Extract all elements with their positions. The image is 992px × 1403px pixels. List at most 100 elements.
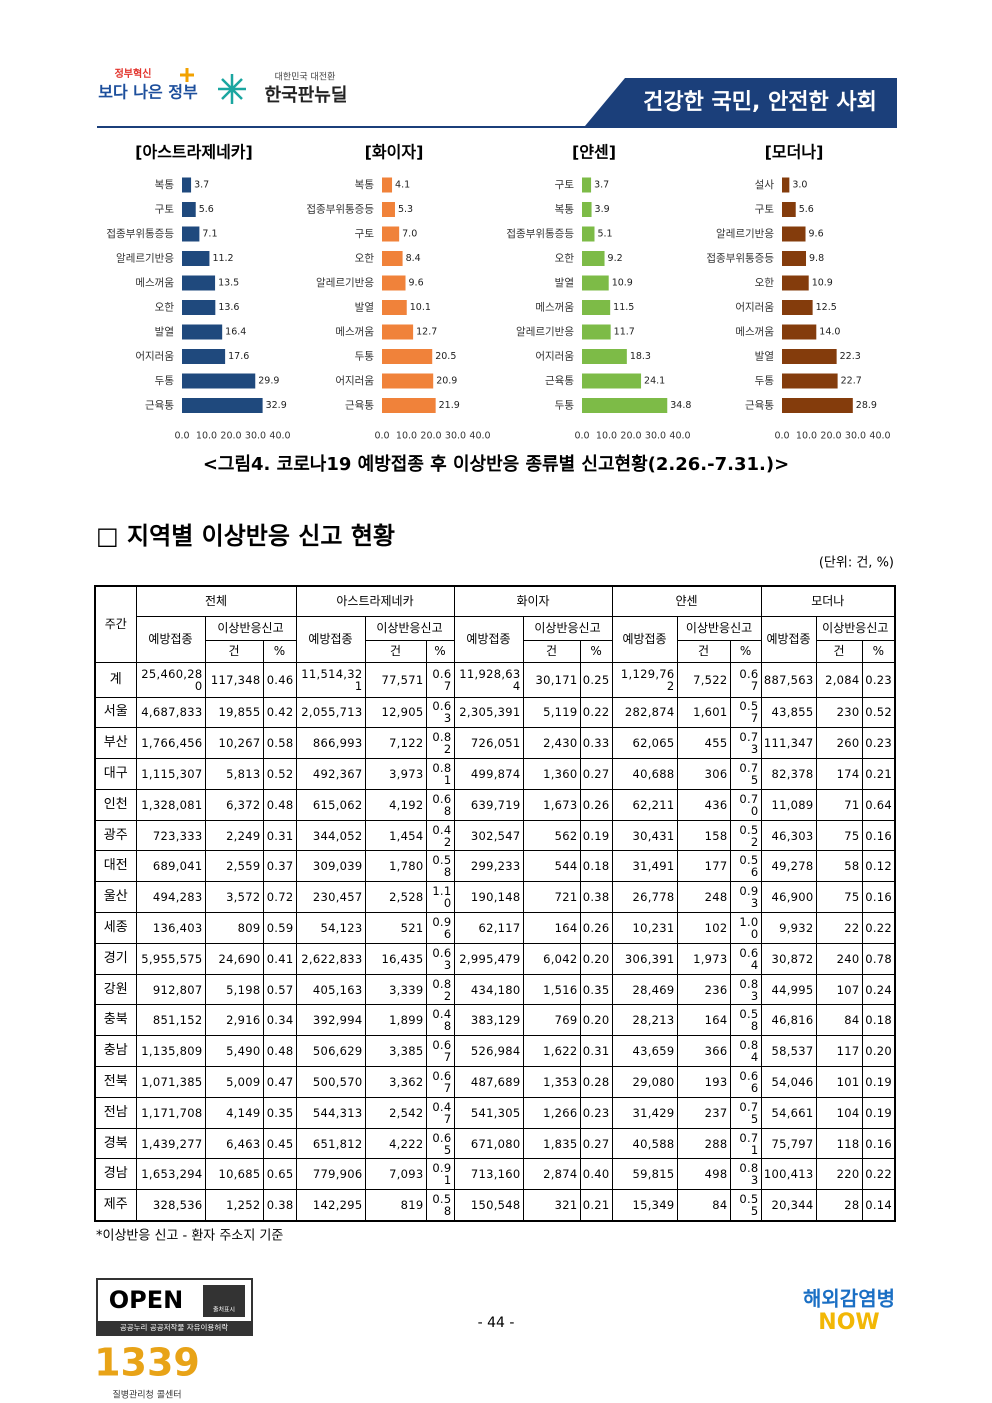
cell: 562 (522, 819, 581, 852)
cell: 0.27 (579, 758, 613, 790)
x-tick-label: 0.0 (174, 431, 189, 442)
bar (182, 300, 216, 315)
bar (582, 324, 611, 340)
cell: 0.16 (861, 881, 896, 914)
cell: 0.48 (262, 788, 297, 821)
cell: 0.63 (425, 942, 455, 975)
cell: 11,514,321 (295, 661, 366, 698)
cell: 0.47 (262, 1066, 297, 1098)
value-label: 20.5 (435, 351, 456, 362)
cell: 3,572 (204, 881, 264, 914)
bar (782, 202, 796, 217)
sub-header: 이상반응신고 (815, 615, 896, 641)
open-logo-band (97, 1321, 252, 1335)
row-header: 울산 (94, 881, 137, 914)
table-row: 서울 4,687,833 19,855 0.42 2,055,713 12,905 0.63… (94, 696, 896, 729)
cell: 71 (815, 788, 863, 821)
row-header: 대구 (94, 758, 137, 790)
bar (382, 398, 436, 413)
cell: 230,457 (295, 881, 366, 914)
cell: 0.52 (729, 819, 762, 852)
cell: 302,547 (453, 819, 524, 852)
bar (782, 349, 837, 364)
cell: 779,906 (295, 1158, 366, 1191)
bar (582, 300, 611, 315)
cell: 0.70 (729, 788, 762, 821)
table-row: 제주 328,536 1,252 0.38 142,295 819 0.58 150,548 3… (94, 1189, 896, 1222)
table-row: 부산 1,766,456 10,267 0.58 866,993 7,122 0.82 726… (94, 727, 896, 760)
category-label: 오한 (155, 302, 175, 314)
cell: 366 (676, 1035, 731, 1068)
cell: 1,360 (522, 758, 581, 790)
cell: 117 (815, 1035, 863, 1068)
cell: 0.18 (579, 850, 613, 883)
row-header: 경남 (94, 1158, 137, 1191)
sub-sub-header: % (579, 639, 613, 663)
value-label: 18.3 (630, 351, 651, 362)
cell: 10,231 (611, 912, 678, 944)
unit: (단위: 건, %) (819, 556, 894, 571)
cell: 0.63 (425, 696, 455, 729)
cell: 0.18 (861, 1004, 896, 1037)
value-label: 5.3 (398, 204, 413, 215)
cell: 0.23 (861, 661, 896, 698)
cell: 177 (676, 850, 731, 883)
cell: 1,353 (522, 1066, 581, 1098)
value-label: 13.5 (218, 278, 239, 289)
category-label: 근육통 (345, 400, 374, 412)
cell: 0.75 (729, 758, 762, 790)
table-row: 경북 1,439,277 6,463 0.45 651,812 4,222 0.65 671,… (94, 1127, 896, 1160)
table-row: 광주 723,333 2,249 0.31 344,052 1,454 0.42 302,54… (94, 819, 896, 852)
cell: 174 (815, 758, 863, 790)
cell: 5,490 (204, 1035, 264, 1068)
category-label: 복통 (155, 179, 175, 191)
cell: 2,559 (204, 850, 264, 883)
value-label: 20.9 (436, 376, 457, 387)
group-header: 화이자 (453, 585, 613, 617)
cell: 288 (676, 1127, 731, 1160)
cell: 0.28 (579, 1066, 613, 1098)
cell: 0.22 (861, 1158, 896, 1191)
cell: 82,378 (760, 758, 817, 790)
cell: 494,283 (135, 881, 206, 914)
cell: 2,305,391 (453, 696, 524, 729)
cell: 282,874 (611, 696, 678, 729)
row-header: 경기 (94, 942, 137, 975)
cell: 10,685 (204, 1158, 264, 1191)
cell: 1,171,708 (135, 1096, 206, 1129)
bar (382, 373, 434, 389)
cell: 0.33 (579, 727, 613, 760)
cell: 651,812 (295, 1127, 366, 1160)
cell: 6,463 (204, 1127, 264, 1160)
chart-title: [화이자] (365, 143, 424, 162)
row-header: 전북 (94, 1066, 137, 1098)
cell: 2,622,833 (295, 942, 366, 975)
cell: 11,928,634 (453, 661, 524, 698)
cell: 0.48 (425, 1004, 455, 1037)
category-label: 발열 (355, 302, 374, 314)
bar (582, 349, 627, 364)
category-label: 근육통 (745, 400, 774, 412)
value-label: 22.3 (840, 351, 861, 362)
cell: 1.00 (729, 912, 762, 944)
cell: 723,333 (135, 819, 206, 852)
cell: 0.64 (729, 942, 762, 975)
cell: 5,119 (522, 696, 581, 729)
cell: 1,252 (204, 1189, 264, 1222)
cell: 0.42 (262, 696, 297, 729)
cell: 0.40 (579, 1158, 613, 1191)
sub-sub-header: 건 (204, 639, 264, 663)
cell: 0.67 (729, 661, 762, 698)
value-label: 10.9 (612, 278, 633, 289)
cell: 150,548 (453, 1189, 524, 1222)
cell: 0.52 (262, 758, 297, 790)
value-label: 5.6 (199, 204, 214, 215)
cell: 107 (815, 973, 863, 1006)
value-label: 32.9 (266, 400, 287, 411)
cell: 46,303 (760, 819, 817, 852)
cell: 544,313 (295, 1096, 366, 1129)
cell: 29,080 (611, 1066, 678, 1098)
cell: 0.58 (425, 1189, 455, 1222)
cell: 887,563 (760, 661, 817, 698)
